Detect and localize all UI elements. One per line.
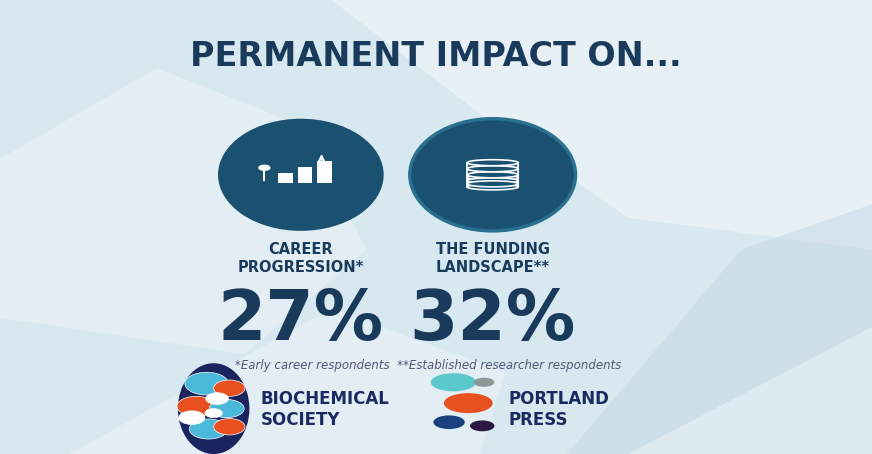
Ellipse shape <box>470 420 494 431</box>
Polygon shape <box>628 327 872 454</box>
Text: 32%: 32% <box>410 286 576 354</box>
Circle shape <box>177 396 215 416</box>
Circle shape <box>209 400 244 418</box>
Circle shape <box>258 164 270 171</box>
Ellipse shape <box>410 118 576 231</box>
Bar <box>467 163 518 169</box>
Ellipse shape <box>444 393 493 413</box>
Text: PORTLAND: PORTLAND <box>508 390 610 408</box>
Text: THE FUNDING: THE FUNDING <box>436 242 549 257</box>
Circle shape <box>179 411 205 424</box>
Polygon shape <box>567 204 872 454</box>
Ellipse shape <box>467 175 518 181</box>
Ellipse shape <box>467 166 518 172</box>
Text: CAREER: CAREER <box>269 242 333 257</box>
Circle shape <box>214 380 245 396</box>
Polygon shape <box>0 68 366 354</box>
Ellipse shape <box>218 118 384 231</box>
Bar <box>467 169 518 175</box>
Text: PERMANENT IMPACT ON...: PERMANENT IMPACT ON... <box>190 40 682 73</box>
Ellipse shape <box>467 181 518 187</box>
Bar <box>317 161 332 183</box>
Ellipse shape <box>467 160 518 166</box>
Ellipse shape <box>467 184 518 190</box>
Ellipse shape <box>178 363 249 454</box>
Ellipse shape <box>467 169 518 175</box>
Text: *Early career respondents  **Established researcher respondents: *Early career respondents **Established … <box>235 359 622 372</box>
Ellipse shape <box>467 172 518 178</box>
Bar <box>467 181 518 187</box>
Text: LANDSCAPE**: LANDSCAPE** <box>436 260 549 275</box>
Text: PROGRESSION*: PROGRESSION* <box>238 260 364 275</box>
Ellipse shape <box>431 373 476 391</box>
Circle shape <box>205 409 222 418</box>
Ellipse shape <box>433 415 465 429</box>
Ellipse shape <box>467 178 518 184</box>
Circle shape <box>189 419 228 439</box>
Circle shape <box>214 419 245 435</box>
Text: BIOCHEMICAL: BIOCHEMICAL <box>261 390 390 408</box>
Ellipse shape <box>473 378 494 387</box>
Circle shape <box>185 372 228 395</box>
Ellipse shape <box>467 163 518 169</box>
Bar <box>467 175 518 181</box>
Polygon shape <box>70 309 506 454</box>
Text: PRESS: PRESS <box>508 411 568 429</box>
Text: SOCIETY: SOCIETY <box>261 411 340 429</box>
Bar <box>297 167 312 183</box>
Circle shape <box>206 393 228 405</box>
Bar <box>277 173 292 183</box>
Text: 27%: 27% <box>218 286 384 354</box>
Polygon shape <box>331 0 872 250</box>
